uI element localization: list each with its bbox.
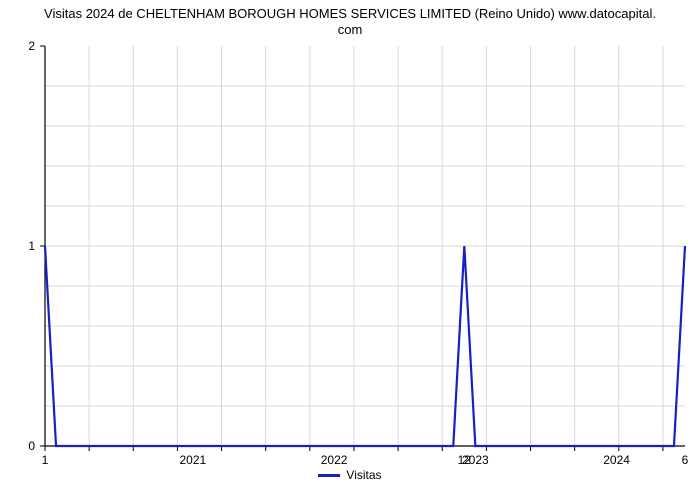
x-extra-label: 1 [42, 453, 49, 467]
x-year-label: 2022 [321, 453, 348, 467]
x-extra-label: 12 [458, 453, 472, 467]
legend-label: Visitas [346, 468, 381, 482]
y-tick-label: 1 [28, 239, 35, 253]
y-tick-label: 0 [28, 439, 35, 453]
chart-legend: Visitas [0, 468, 700, 482]
y-tick-label: 2 [28, 39, 35, 53]
legend-swatch [318, 474, 340, 477]
x-extra-label: 6 [682, 453, 689, 467]
x-year-label: 2021 [180, 453, 207, 467]
x-year-label: 2024 [603, 453, 630, 467]
line-chart: 01220212022202320241126 [0, 0, 700, 500]
